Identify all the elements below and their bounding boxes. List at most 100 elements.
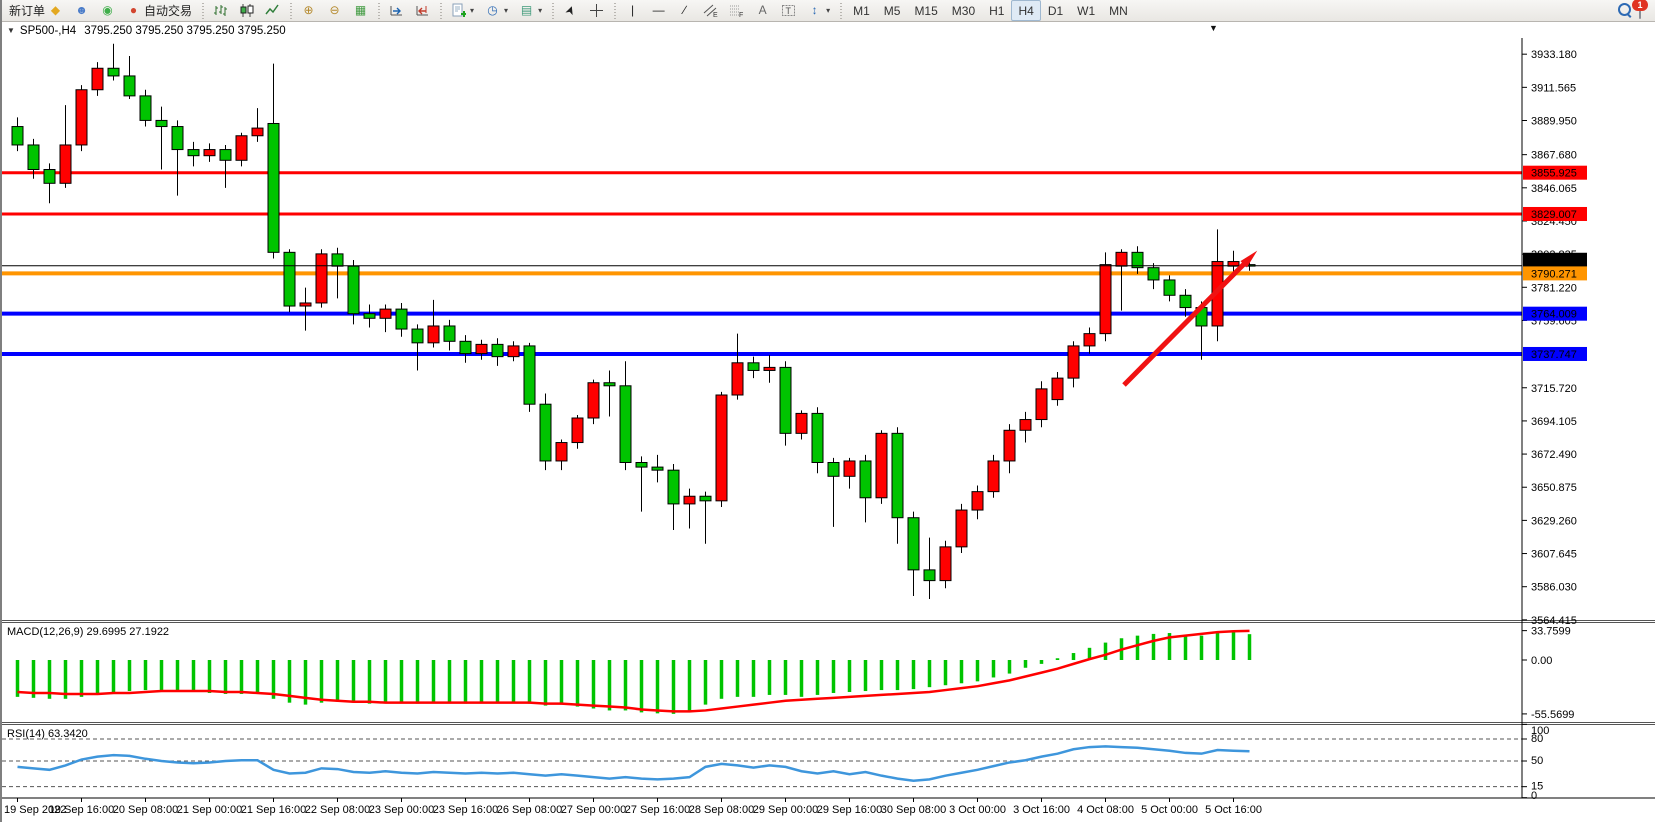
periods-button[interactable]: ◷ ▾ [480,0,513,21]
collapse-triangle-icon[interactable]: ▼ [7,26,15,35]
horizontal-line-tool[interactable]: — [646,0,671,21]
candle [235,135,248,161]
axis-tick-label: 3564.415 [1531,615,1577,627]
candle [1003,429,1016,462]
auto-trading-button[interactable]: ● 自动交易 [121,0,197,21]
axis-tick-label: 3911.565 [1531,82,1576,94]
timeframe-button-M30[interactable]: M30 [951,3,976,18]
timeframe-button-D1[interactable]: D1 [1047,3,1064,18]
macd-panel[interactable] [15,629,1252,714]
axis-tick-label: 3629.260 [1531,515,1577,527]
timeframe-button-H4[interactable]: H4 [1011,0,1041,21]
chat-bubble-icon [1639,2,1641,19]
trend-arrow-head[interactable] [1240,250,1258,268]
profile-button[interactable]: ☻ [69,0,94,21]
toolbar-separator [376,2,382,19]
crosshair-tool-button[interactable] [584,0,609,21]
fibonacci-tool[interactable]: F [724,0,749,21]
candle [123,75,136,97]
candle [27,144,40,171]
candle [843,460,856,477]
auto-trading-label: 自动交易 [144,4,193,18]
level-price-badge-bg [1523,165,1587,180]
candle [987,460,1000,493]
zoom-in-button[interactable]: ⊕ [296,0,321,21]
candle [811,412,824,463]
candle [1035,388,1048,421]
macd-label: MACD(12,26,9) 29.6995 27.1922 [7,626,169,638]
timeframe-button-W1[interactable]: W1 [1077,3,1096,18]
chart-area[interactable]: MACD(12,26,9) 29.6995 27.1922 RSI(14) 63.… [2,38,1655,822]
candle [1131,251,1144,269]
axis-tick-label: 3781.220 [1531,282,1577,294]
current-price-badge: 3795.250 [1531,255,1577,267]
candle [347,265,360,315]
cursor-tool-button[interactable]: ➤ [558,0,583,21]
toolbar-separator [838,2,844,19]
templates-button[interactable]: ▤ ▾ [514,0,547,21]
candlestick-chart-button[interactable] [234,0,259,21]
text-label-tool[interactable]: T [776,0,801,21]
candle [731,362,744,396]
axis-tick-label: 3933.180 [1531,49,1577,61]
chart-shift-marker[interactable]: ▼ [1209,23,1218,33]
level-price-badge-bg [1523,206,1587,221]
profile-icon: ☻ [75,3,88,17]
timeframe-toolbar: M1 M5 M15 M30 H1 H4 D1 W1 MN [846,0,1135,21]
candlestick-chart-icon [240,4,254,17]
channel-tool[interactable]: E [698,0,723,21]
vertical-line-tool[interactable]: | [620,0,645,21]
level-price-badge: 3764.009 [1531,309,1577,321]
periods-clock-icon: ◷ [487,3,498,17]
timeframe-button-M1[interactable]: M1 [853,3,870,18]
candle [827,461,840,477]
text-label-icon: T [782,5,796,16]
candle [955,509,968,548]
search-button[interactable] [1618,2,1631,19]
candle [907,517,920,571]
auto-scroll-button[interactable] [384,0,409,21]
tile-windows-button[interactable]: ▦ [348,0,373,21]
chart-symbol-period: SP500-,H4 [19,24,77,37]
candle [555,442,568,462]
candle [715,394,728,502]
dropdown-caret-icon: ▾ [826,6,831,15]
level-price-badge: 3790.271 [1531,268,1577,280]
timeframe-button-MN[interactable]: MN [1109,3,1128,18]
candle [1179,294,1192,309]
vertical-line-icon: | [631,3,635,17]
timeframe-button-M5[interactable]: M5 [883,3,901,18]
indicators-button[interactable]: ▾ [446,0,479,21]
level-price-badge: 3855.925 [1531,168,1577,180]
toolbar-separator [200,2,206,19]
zoom-out-button[interactable]: ⊖ [322,0,347,21]
candle [507,345,520,358]
arrows-tool[interactable]: ↕ ▾ [802,0,835,21]
time-axis-label: 3 Oct 16:00 [1013,804,1070,816]
toolbar-separator [550,2,556,19]
autotrade-icon: ● [129,3,138,17]
line-chart-button[interactable] [260,0,285,21]
new-order-button[interactable]: 新订单 ◆ [4,0,68,21]
candle [59,144,72,184]
text-tool[interactable]: A [750,0,775,21]
chart-shift-button[interactable] [410,0,435,21]
axis-tick-label: 33.7599 [1531,626,1571,638]
axis-tick-label: 3867.680 [1531,150,1577,162]
candle [875,432,888,499]
candle [91,67,104,91]
timeframe-button-H1[interactable]: H1 [989,3,1005,18]
new-order-label: 新订单 [9,4,46,18]
trendline-tool[interactable]: ∕ [672,0,697,21]
rsi-panel[interactable] [2,738,1522,788]
candle [1099,264,1112,335]
trend-arrow[interactable] [1122,260,1248,387]
notifications-button[interactable]: 1 [1632,0,1648,19]
time-axis-label: 20 Sep 08:00 [113,804,178,816]
candle [1051,377,1064,401]
bar-chart-button[interactable] [208,0,233,21]
signal-button[interactable]: ◉ [95,0,120,21]
candle [795,412,808,434]
timeframe-button-M15[interactable]: M15 [914,3,938,18]
horizontal-line-icon: — [652,3,665,17]
